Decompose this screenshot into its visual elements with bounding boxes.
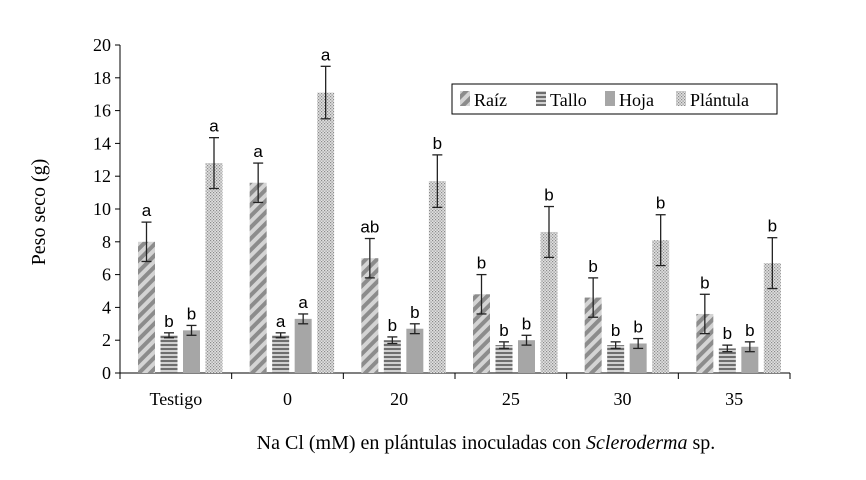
bar (718, 348, 736, 373)
significance-letter: b (700, 273, 709, 292)
x-tick-label: 25 (502, 389, 520, 409)
bar (361, 258, 379, 373)
y-tick-label: 6 (102, 265, 111, 285)
significance-letter: b (745, 321, 754, 340)
bar (183, 330, 200, 373)
significance-letter: b (633, 318, 642, 337)
y-axis-label: Peso seco (g) (28, 159, 50, 266)
y-tick-label: 14 (93, 133, 111, 153)
significance-letter: b (187, 304, 196, 323)
bar (518, 340, 535, 373)
significance-letter: b (388, 316, 397, 335)
x-tick-label: Testigo (149, 389, 202, 409)
y-ticks: 0 2 4 6 8 10 12 14 16 18 20 (93, 35, 120, 383)
significance-letter: b (723, 324, 732, 343)
error-bars (141, 65, 778, 353)
significance-letter: b (588, 257, 597, 276)
bar (495, 345, 513, 373)
x-tick-label: 20 (390, 389, 408, 409)
bar (652, 240, 670, 373)
significance-letter: b (522, 314, 531, 333)
legend-swatch (460, 91, 470, 106)
x-ticks: Testigo 0 20 25 30 35 (119, 373, 791, 409)
significance-letter: b (656, 194, 665, 213)
significance-letter: a (142, 201, 152, 220)
bars (138, 92, 781, 373)
legend: Raíz Tallo Hoja Plántula (451, 83, 778, 115)
x-axis-label-italic: Scleroderma (586, 432, 687, 454)
bar (428, 181, 446, 373)
y-tick-label: 20 (93, 35, 111, 55)
y-tick-label: 18 (93, 68, 111, 88)
significance-letter: b (768, 217, 777, 236)
significance-letter: ab (360, 218, 379, 237)
significance-letter: b (164, 312, 173, 331)
significance-letter: a (253, 142, 263, 161)
x-tick-label: 30 (614, 389, 632, 409)
y-tick-label: 4 (102, 297, 111, 317)
bar (763, 263, 781, 373)
bar (249, 182, 267, 373)
legend-label: Hoja (619, 90, 654, 110)
legend-swatch (605, 91, 615, 106)
bar (741, 346, 759, 373)
significance-letter: b (611, 321, 620, 340)
bar (272, 335, 290, 373)
x-axis-label-prefix: Na Cl (mM) en plántulas inoculadas con (257, 432, 586, 454)
y-tick-label: 16 (93, 101, 111, 121)
significance-letter: b (477, 254, 486, 273)
significance-letter: b (544, 186, 553, 205)
bar (540, 231, 558, 373)
bar (205, 163, 223, 373)
legend-swatch (676, 91, 686, 106)
x-tick-label: 35 (725, 389, 743, 409)
significance-letter: a (321, 45, 331, 64)
significance-letter: a (209, 117, 219, 136)
bar (317, 92, 335, 373)
legend-label: Tallo (550, 90, 587, 110)
y-tick-label: 2 (102, 330, 111, 350)
bar (696, 313, 714, 373)
bar (294, 318, 312, 373)
bar (160, 335, 178, 373)
bar (607, 345, 625, 373)
bar (138, 241, 155, 373)
significance-letter: b (433, 134, 442, 153)
significance-letter: a (276, 312, 286, 331)
significance-letter: a (298, 293, 308, 312)
legend-label: Plántula (690, 90, 749, 110)
y-tick-label: 10 (93, 199, 111, 219)
significance-letter: b (410, 303, 419, 322)
bar (406, 328, 424, 373)
bar (584, 297, 602, 373)
x-axis-label: Na Cl (mM) en plántulas inoculadas con S… (257, 432, 716, 454)
bar (629, 343, 647, 373)
y-tick-label: 8 (102, 232, 111, 252)
x-axis-label-suffix: sp. (688, 432, 716, 454)
y-tick-label: 12 (93, 166, 111, 186)
bar (383, 340, 401, 373)
legend-swatch (536, 91, 546, 106)
y-tick-label: 0 (102, 363, 111, 383)
legend-label: Raíz (474, 90, 507, 110)
significance-letter: b (499, 321, 508, 340)
x-tick-label: 0 (283, 389, 292, 409)
